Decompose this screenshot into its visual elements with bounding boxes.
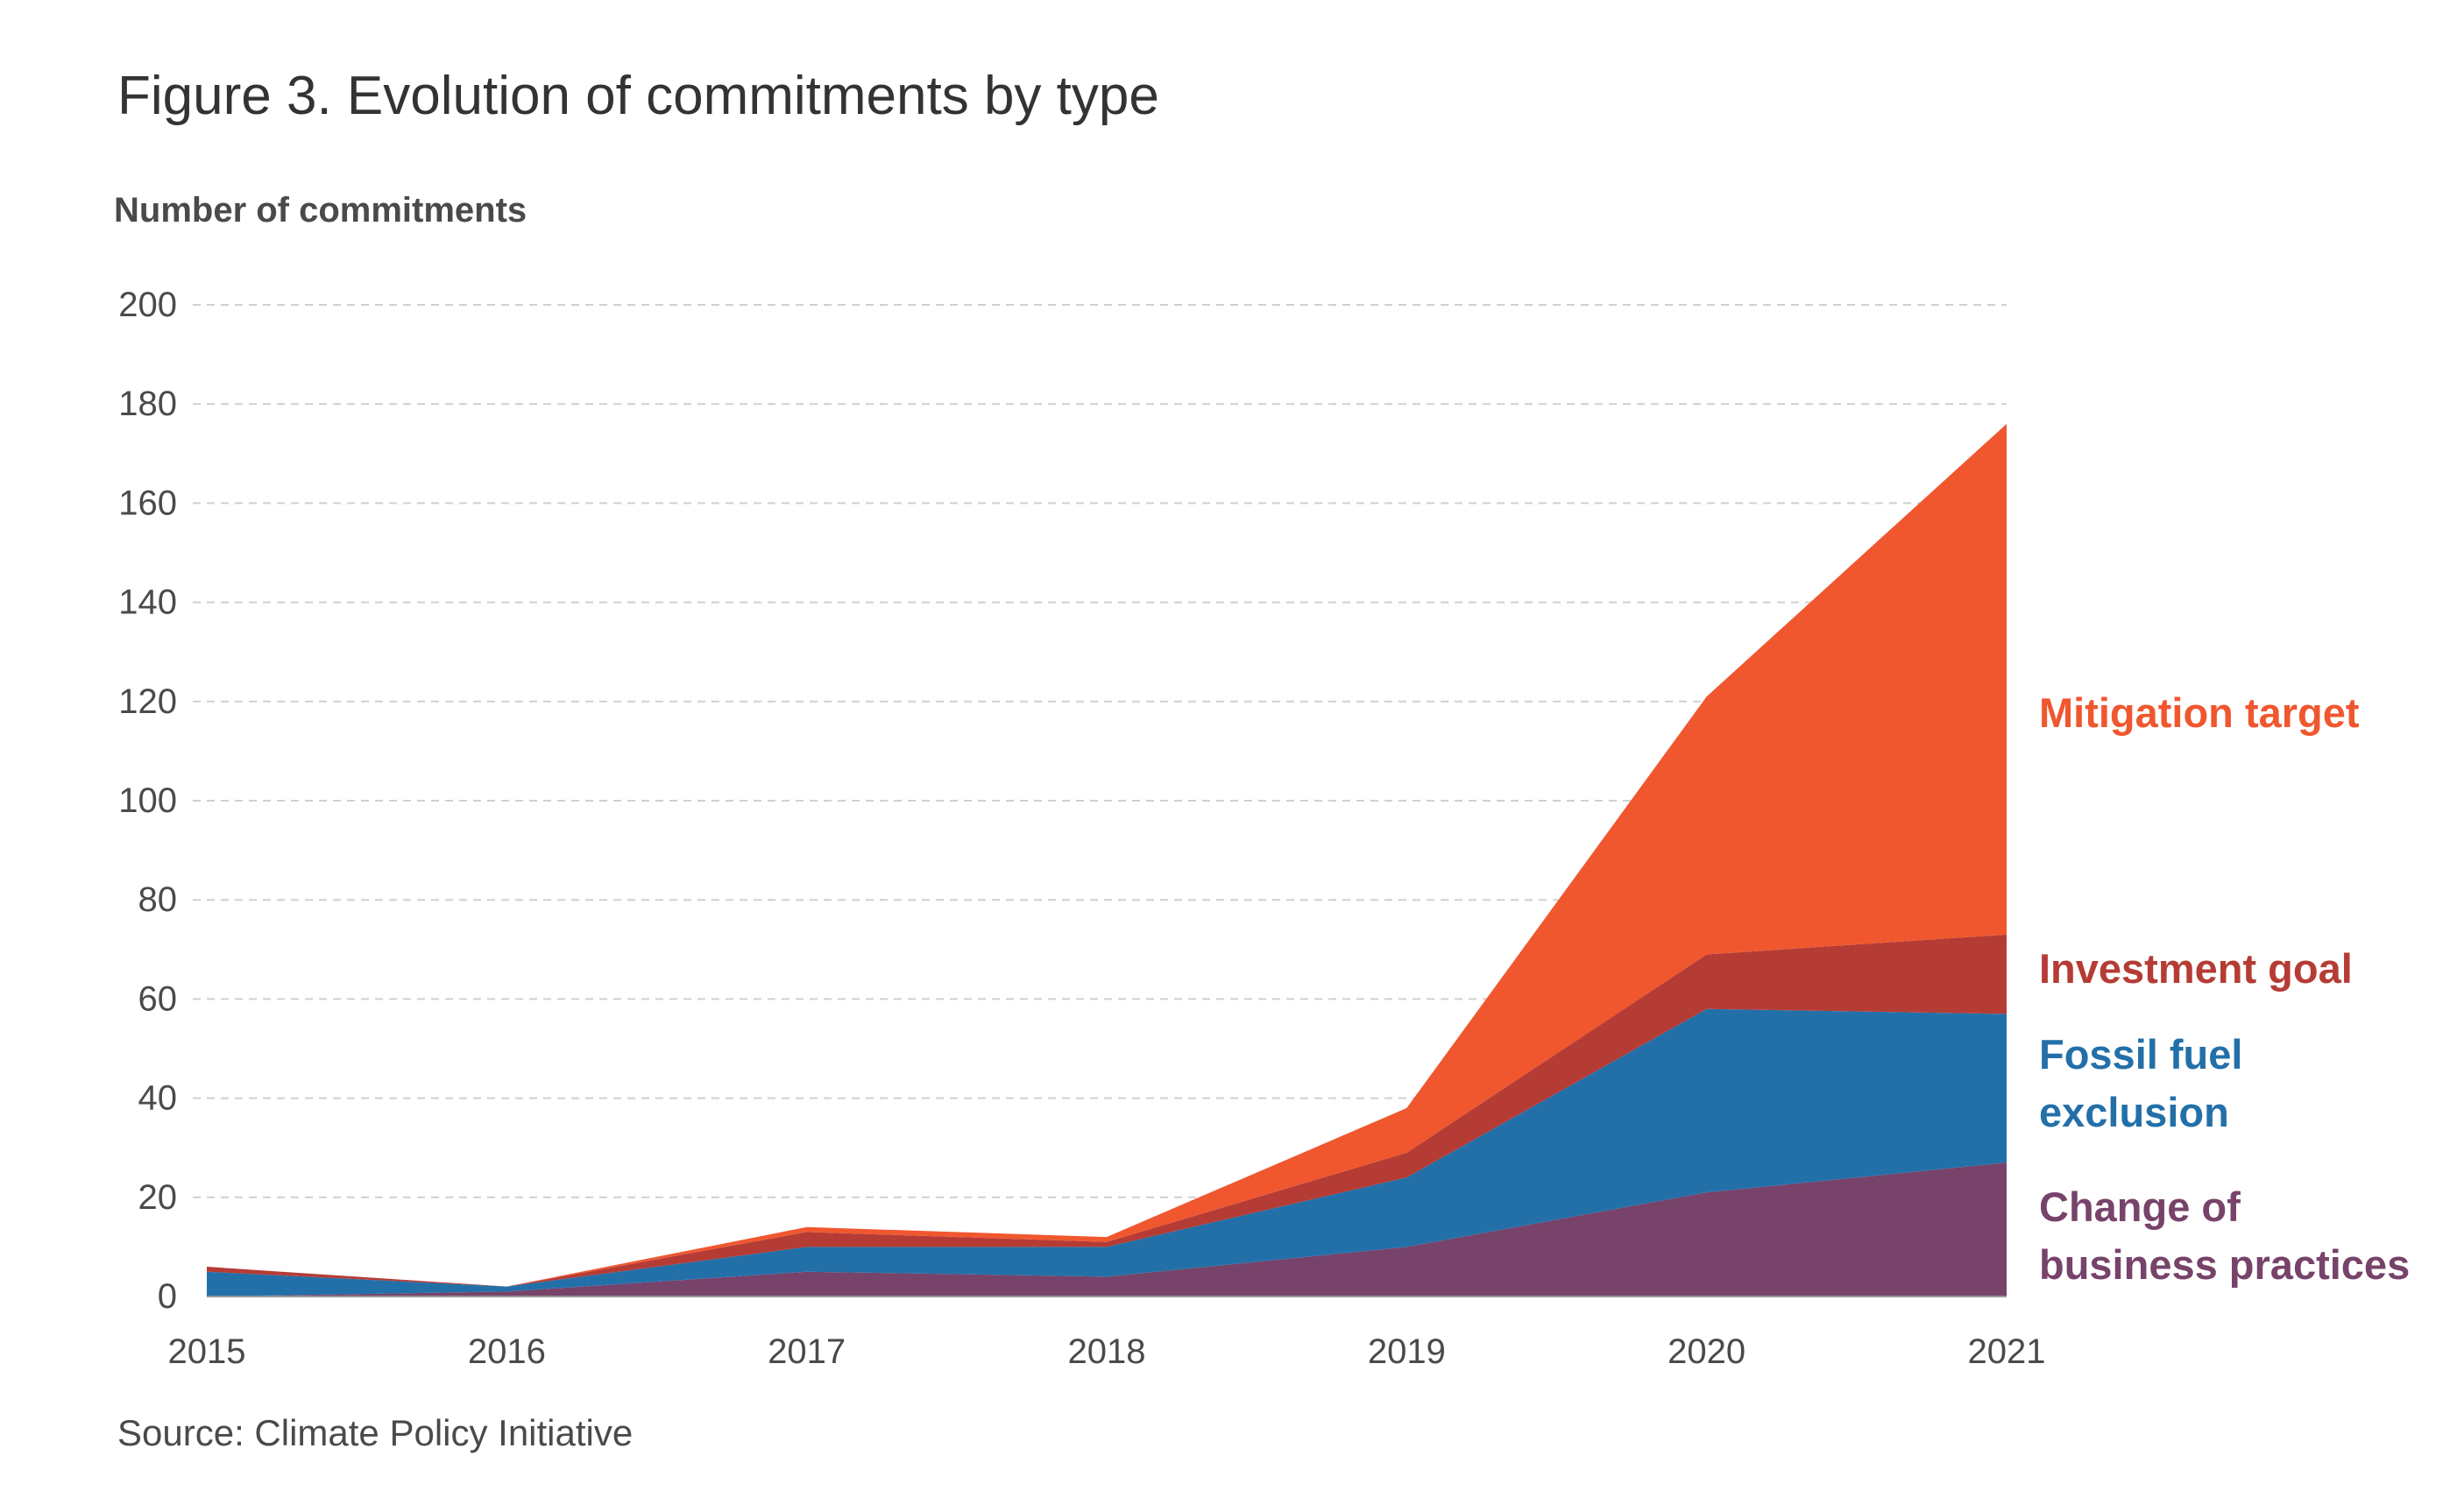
y-tick-label: 160 — [118, 484, 177, 522]
series-label: Mitigation target — [2039, 689, 2360, 736]
y-tick-label: 20 — [138, 1178, 178, 1217]
stacked-areas — [207, 423, 2007, 1297]
gridlines — [193, 304, 2007, 1198]
y-tick-label: 100 — [118, 781, 177, 820]
x-tick-label: 2021 — [1968, 1332, 2046, 1371]
area-change-of-business-practices — [207, 1162, 2007, 1297]
series-label: exclusion — [2039, 1089, 2229, 1135]
y-tick-label: 140 — [118, 583, 177, 622]
y-tick-label: 0 — [158, 1277, 177, 1316]
source-note: Source: Climate Policy Initiative — [117, 1412, 634, 1453]
y-tick-label: 40 — [138, 1079, 178, 1118]
x-tick-labels: 2015 2016 2017 2018 2019 2020 2021 — [168, 1332, 2046, 1371]
chart-title: Figure 3. Evolution of commitments by ty… — [117, 66, 1159, 126]
y-tick-label: 120 — [118, 682, 177, 721]
y-tick-label: 200 — [118, 286, 177, 324]
x-tick-label: 2017 — [768, 1332, 846, 1371]
y-axis-label: Number of commitments — [114, 191, 528, 230]
x-tick-label: 2019 — [1368, 1332, 1446, 1371]
area-investment-goal — [207, 934, 2007, 1287]
y-tick-label: 180 — [118, 385, 177, 423]
series-labels: Change of business practices Fossil fuel ex… — [2039, 689, 2410, 1288]
area-mitigation-target — [207, 423, 2007, 1287]
x-tick-label: 2015 — [168, 1332, 246, 1371]
y-tick-labels: 0 20 40 60 80 100 120 140 160 180 200 — [118, 286, 177, 1316]
x-tick-label: 2020 — [1668, 1332, 1745, 1371]
x-tick-label: 2018 — [1068, 1332, 1146, 1371]
area-fossil-fuel-exclusion — [207, 1008, 2007, 1297]
series-label: Change of — [2039, 1183, 2241, 1230]
x-tick-label: 2016 — [468, 1332, 546, 1371]
y-tick-label: 60 — [138, 979, 178, 1018]
series-label: Fossil fuel — [2039, 1031, 2242, 1077]
y-tick-label: 80 — [138, 880, 178, 919]
series-label: business practices — [2039, 1241, 2410, 1288]
series-label: Investment goal — [2039, 945, 2353, 992]
